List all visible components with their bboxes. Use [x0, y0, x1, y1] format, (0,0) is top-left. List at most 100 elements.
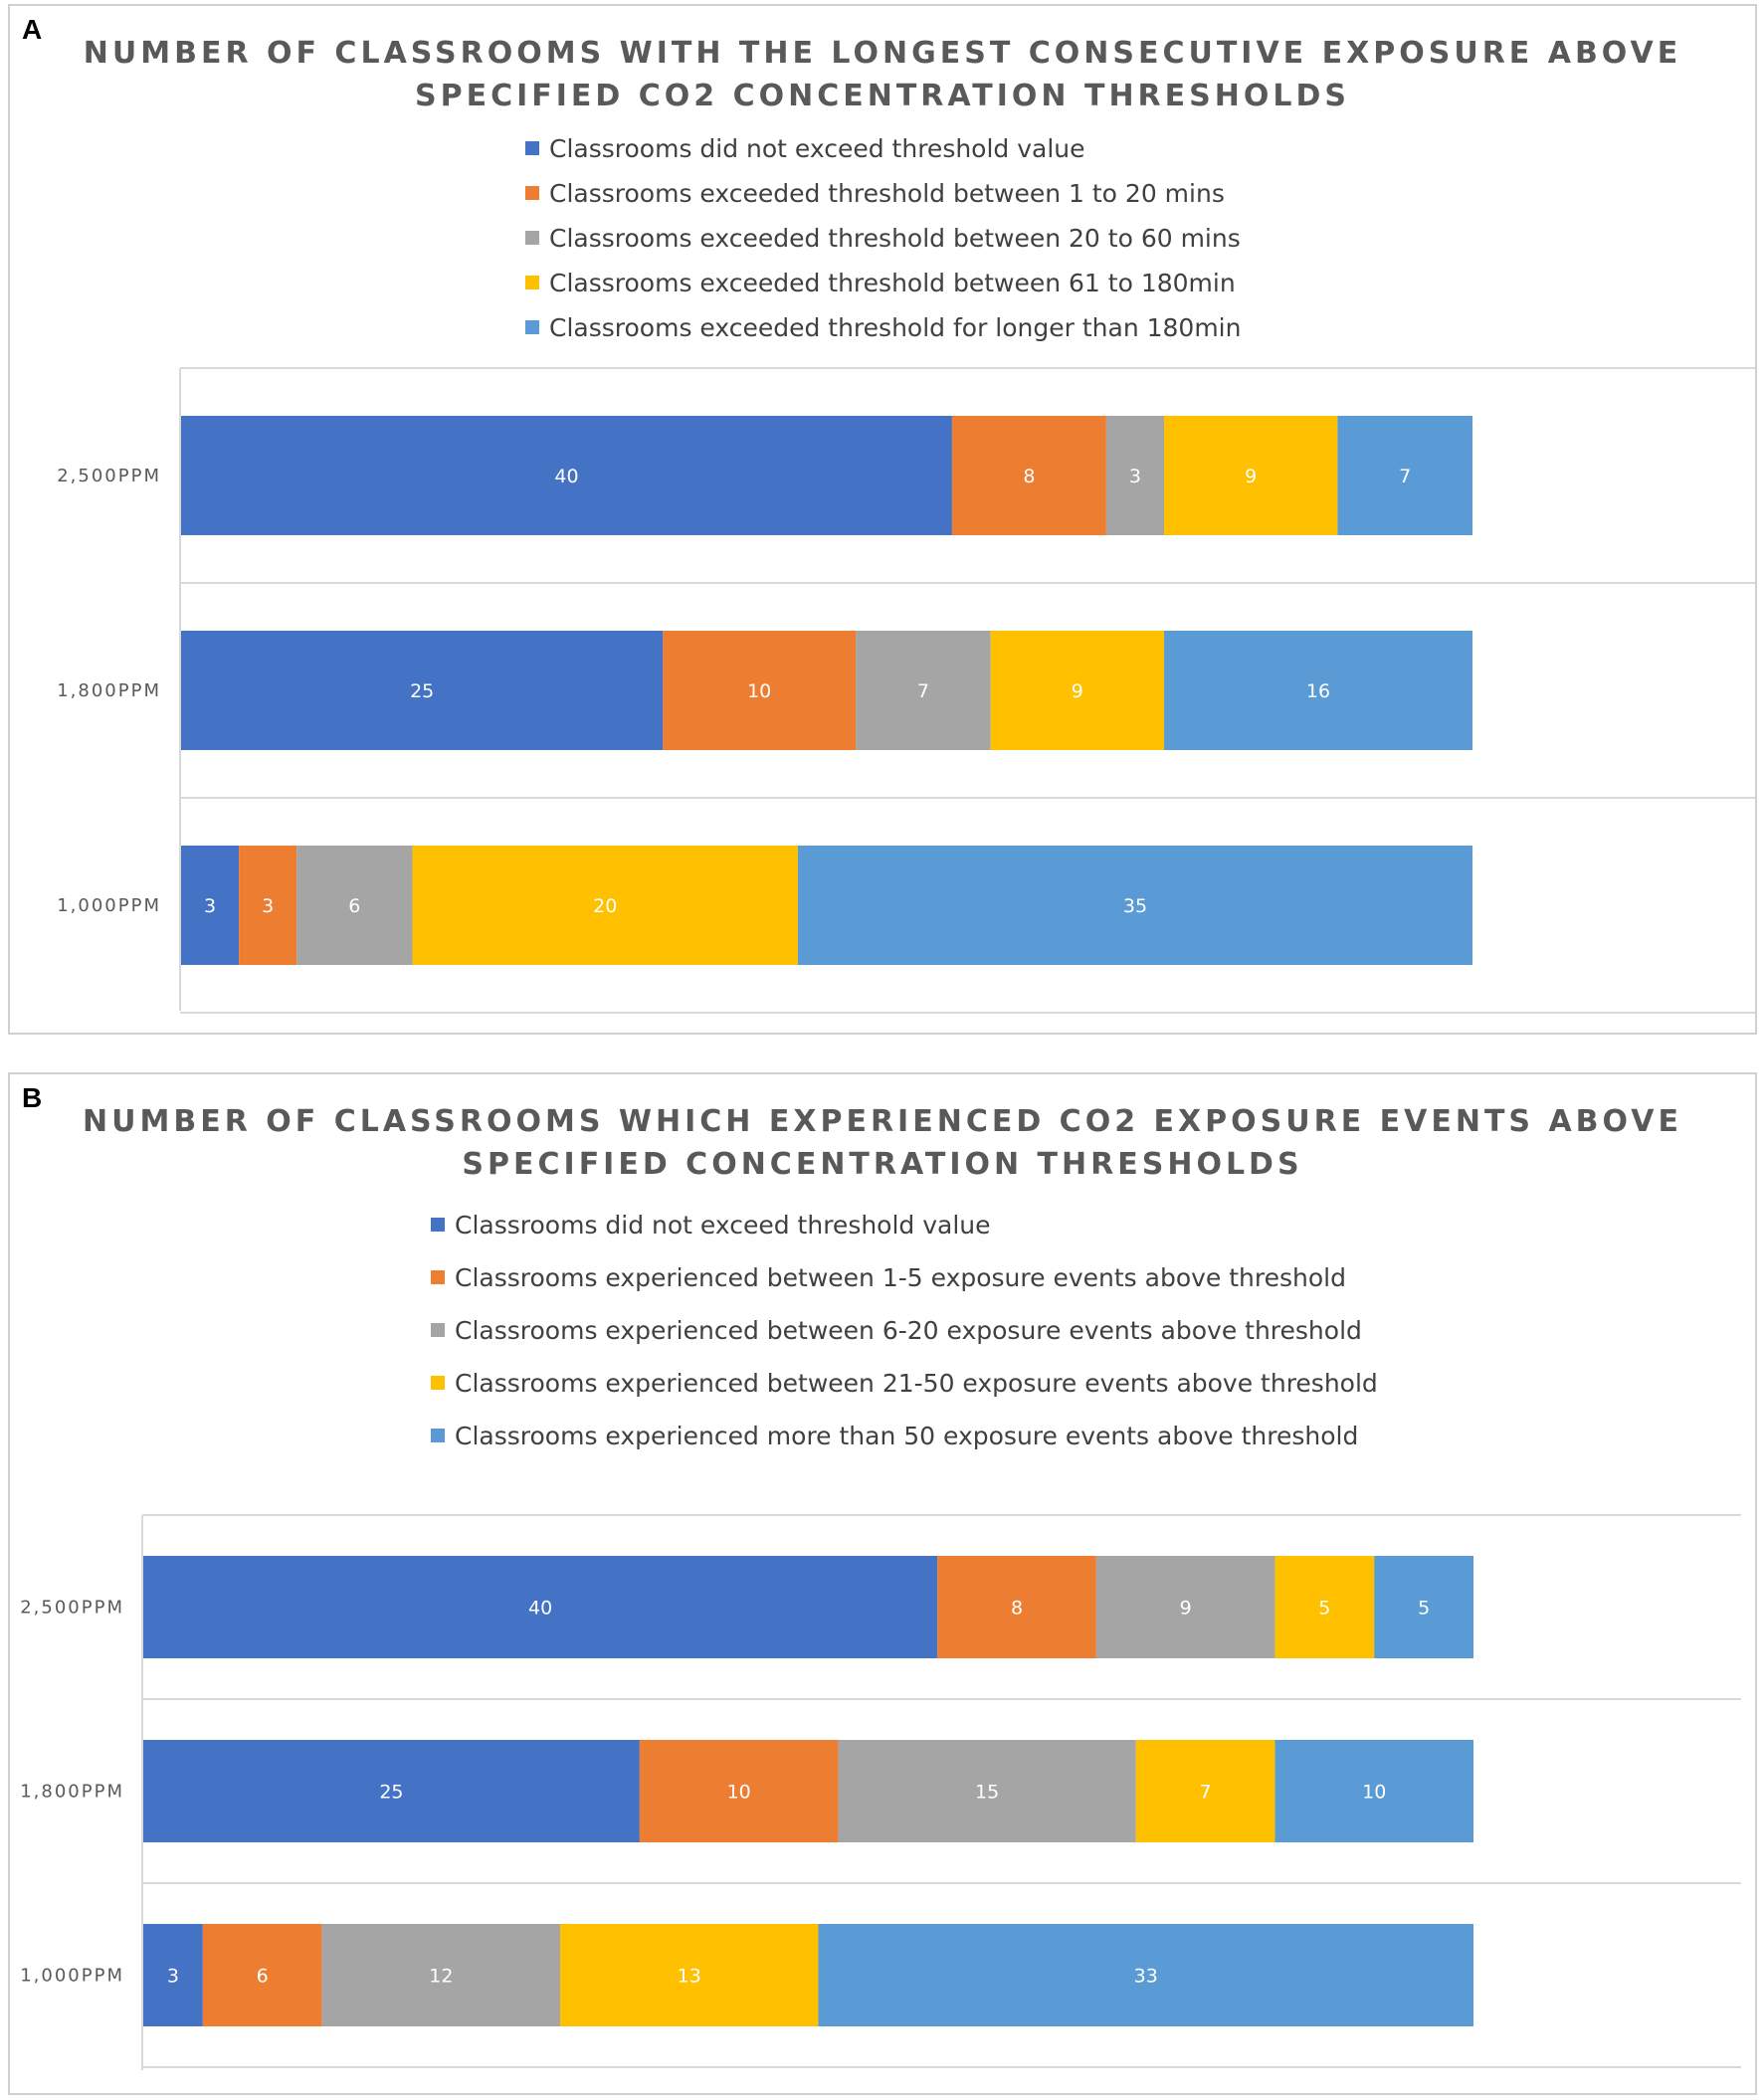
data-label: 3	[204, 895, 216, 917]
chart-title-b-line-2: SPECIFIED CONCENTRATION THRESHOLDS	[462, 1147, 1303, 1182]
data-label: 10	[727, 1782, 751, 1804]
bar-segment	[1095, 1556, 1275, 1658]
legend-item-a-5: Classrooms exceeded threshold for longer…	[525, 311, 1241, 345]
legend-swatch	[525, 320, 539, 334]
chart-panel-b: B NUMBER OF CLASSROOMS WHICH EXPERIENCED…	[8, 1072, 1757, 2095]
bar-segment	[639, 1740, 839, 1842]
bar-segment	[321, 1924, 561, 2026]
bar-segment	[1164, 631, 1472, 750]
panel-label-b: B	[22, 1082, 43, 1113]
data-label: 9	[1072, 680, 1083, 702]
data-label: 13	[678, 1966, 701, 1988]
data-label: 16	[1306, 680, 1330, 702]
data-label: 3	[262, 895, 274, 917]
bar-segment	[143, 1740, 640, 1842]
bar-segment	[990, 631, 1165, 750]
legend-item-a-2: Classrooms exceeded threshold between 1 …	[525, 177, 1225, 211]
panel-label-a: A	[22, 14, 43, 45]
bar-segment	[1274, 1740, 1473, 1842]
legend-swatch	[525, 231, 539, 245]
data-label: 6	[348, 895, 360, 917]
data-label: 5	[1318, 1598, 1330, 1620]
bar-chart-b: 2,500PPM 40 8 9 5 5 1,800PPM 25 10 15 7 10 1,000PPM 3…	[20, 1514, 1741, 2070]
legend-label: Classrooms experienced between 6-20 expo…	[455, 1316, 1362, 1345]
data-label: 7	[917, 680, 929, 702]
data-label: 15	[975, 1782, 999, 1804]
chart-panel-a: A NUMBER OF CLASSROOMS WITH THE LONGEST …	[8, 4, 1757, 1035]
legend-label: Classrooms exceeded threshold between 61…	[549, 269, 1236, 297]
legend-item-a-1: Classrooms did not exceed threshold valu…	[525, 132, 1085, 166]
bar-segment	[1374, 1556, 1473, 1658]
legend-swatch	[431, 1270, 445, 1284]
category-label: 1,000PPM	[20, 1966, 124, 1987]
legend-label: Classrooms exceeded threshold between 20…	[549, 224, 1241, 253]
bar-segment	[296, 846, 413, 965]
bar-segment	[143, 1924, 203, 2026]
bar-segment	[1337, 416, 1472, 535]
legend-label: Classrooms experienced between 1-5 expos…	[455, 1263, 1346, 1292]
legend-swatch	[525, 141, 539, 155]
bar-segment	[239, 846, 297, 965]
chart-title-b-line-1: NUMBER OF CLASSROOMS WHICH EXPERIENCED C…	[83, 1104, 1682, 1139]
legend-item-a-4: Classrooms exceeded threshold between 61…	[525, 267, 1236, 300]
data-label: 40	[528, 1598, 552, 1620]
data-label: 3	[167, 1966, 179, 1988]
legend-swatch	[431, 1218, 445, 1232]
bar-segment	[560, 1924, 819, 2026]
data-label: 12	[429, 1966, 453, 1988]
bar-segment	[663, 631, 857, 750]
bar-segment	[181, 416, 952, 535]
legend-item-b-1: Classrooms did not exceed threshold valu…	[431, 1209, 991, 1242]
data-label: 10	[747, 680, 771, 702]
legend-label: Classrooms experienced more than 50 expo…	[455, 1422, 1359, 1450]
chart-title-b: NUMBER OF CLASSROOMS WHICH EXPERIENCED C…	[10, 1100, 1755, 1186]
bar-segment	[838, 1740, 1136, 1842]
data-label: 7	[1200, 1782, 1212, 1804]
bar-chart-a: 2,500PPM 40 8 3 9 7 1,800PPM 25 10 7 9 16 1,000PPM 3 3…	[57, 367, 1755, 1014]
legend-swatch	[525, 186, 539, 200]
data-label: 9	[1180, 1598, 1192, 1620]
bar-segment	[143, 1556, 938, 1658]
data-label: 25	[379, 1782, 403, 1804]
data-label: 9	[1245, 466, 1257, 487]
bar-segment	[818, 1924, 1473, 2026]
legend-label: Classrooms did not exceed threshold valu…	[455, 1211, 991, 1240]
legend-label: Classrooms exceeded threshold for longer…	[549, 313, 1242, 342]
data-label: 7	[1399, 466, 1411, 487]
legend-label: Classrooms exceeded threshold between 1 …	[549, 179, 1225, 208]
data-label: 25	[410, 680, 434, 702]
bar-segment	[412, 846, 798, 965]
bar-segment	[856, 631, 991, 750]
data-label: 5	[1418, 1598, 1430, 1620]
category-label: 1,000PPM	[57, 895, 161, 916]
chart-title-a: NUMBER OF CLASSROOMS WITH THE LONGEST CO…	[10, 32, 1755, 117]
legend-swatch	[431, 1323, 445, 1337]
data-label: 20	[593, 895, 617, 917]
data-label: 33	[1134, 1966, 1158, 1988]
bar-segment	[937, 1556, 1096, 1658]
legend-item-b-4: Classrooms experienced between 21-50 exp…	[431, 1367, 1378, 1401]
data-label: 35	[1123, 895, 1147, 917]
bar-segment	[1274, 1556, 1375, 1658]
bar-segment	[1105, 416, 1165, 535]
legend-swatch	[431, 1429, 445, 1442]
legend-item-a-3: Classrooms exceeded threshold between 20…	[525, 222, 1241, 256]
category-label: 2,500PPM	[57, 466, 161, 486]
plot-area-a	[179, 367, 1755, 1014]
legend-swatch	[525, 276, 539, 289]
bar-segment	[1135, 1740, 1275, 1842]
legend-item-b-3: Classrooms experienced between 6-20 expo…	[431, 1314, 1362, 1348]
legend-swatch	[431, 1376, 445, 1390]
category-label: 1,800PPM	[57, 680, 161, 701]
plot-area-b	[141, 1514, 1741, 2070]
data-label: 40	[554, 466, 578, 487]
data-label: 6	[257, 1966, 269, 1988]
category-label: 2,500PPM	[20, 1598, 124, 1619]
chart-title-a-line-2: SPECIFIED CO2 CONCENTRATION THRESHOLDS	[415, 79, 1350, 113]
legend-label: Classrooms experienced between 21-50 exp…	[455, 1369, 1378, 1398]
legend-item-b-2: Classrooms experienced between 1-5 expos…	[431, 1261, 1346, 1295]
data-label: 10	[1362, 1782, 1386, 1804]
data-label: 8	[1011, 1598, 1023, 1620]
bar-segment	[181, 846, 240, 965]
bar-segment	[951, 416, 1106, 535]
